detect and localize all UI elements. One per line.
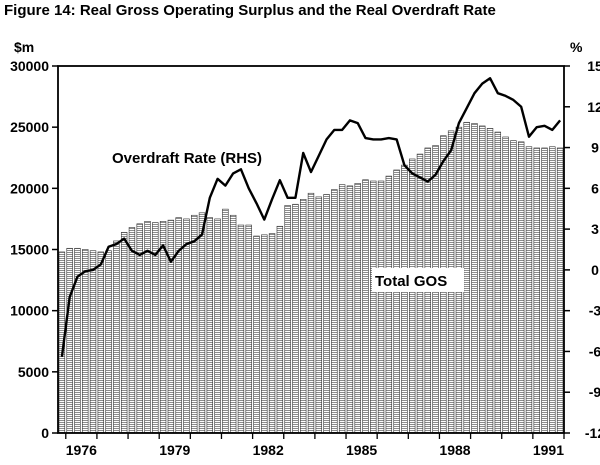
x-tick-label: 1985	[346, 442, 377, 458]
gos-bar	[393, 169, 400, 434]
left-tick-label: 10000	[10, 303, 49, 319]
gos-bar	[385, 175, 393, 434]
left-tick-label: 20000	[10, 180, 49, 196]
gos-bar	[120, 232, 128, 434]
gos-bar	[253, 235, 260, 434]
gos-bar	[229, 214, 237, 434]
gos-bar	[409, 158, 416, 434]
gos-label-backdrop	[372, 268, 464, 292]
gos-bar	[338, 184, 346, 434]
total-gos-annotation: Total GOS	[375, 273, 447, 290]
gos-bar	[261, 234, 268, 434]
gos-bar	[416, 153, 424, 434]
gos-bar	[471, 123, 478, 434]
right-tick-label: 3	[591, 221, 599, 237]
gos-bar	[97, 251, 104, 434]
gos-bar	[362, 179, 369, 434]
gos-bar	[105, 250, 112, 434]
gos-bar	[245, 224, 252, 434]
gos-bar	[292, 203, 299, 434]
axis-ticks	[52, 65, 570, 439]
left-tick-label: 30000	[10, 58, 49, 74]
right-tick-label: 9	[591, 140, 599, 156]
gos-bar	[463, 121, 470, 434]
gos-bar	[159, 221, 167, 434]
right-tick-label: 0	[591, 262, 599, 278]
gos-bar	[549, 146, 556, 434]
gos-bar	[191, 214, 198, 434]
overdraft-rate-annotation: Overdraft Rate (RHS)	[112, 150, 262, 167]
left-tick-label: 15000	[10, 242, 49, 258]
gos-bar	[510, 140, 517, 434]
plot-frame	[57, 65, 565, 434]
x-tick-label: 1976	[66, 442, 97, 458]
gos-bar	[198, 212, 206, 434]
gos-bar	[323, 194, 330, 434]
left-tick-label: 0	[41, 425, 49, 441]
right-tick-label: 12	[587, 99, 600, 115]
gos-bar	[206, 217, 213, 434]
gos-bar	[66, 247, 73, 434]
gos-bar	[183, 218, 190, 434]
gos-bar	[128, 227, 136, 434]
gos-bar	[113, 240, 120, 434]
x-tick-label: 1988	[439, 442, 470, 458]
axis-labels: 0 5000 10000 15000 20000 25000 30000 -12 -9 -6 -3 0…	[10, 58, 600, 458]
gos-bar	[222, 208, 229, 434]
gos-bar	[502, 136, 509, 434]
gos-bar	[268, 233, 276, 434]
gos-bar	[494, 131, 502, 434]
gos-bar	[401, 164, 408, 434]
left-tick-label: 5000	[18, 364, 49, 380]
x-tick-label: 1979	[159, 442, 190, 458]
gos-bar	[370, 180, 377, 434]
gos-bar	[517, 141, 525, 434]
right-tick-label: 15	[587, 58, 600, 74]
right-tick-label: -12	[585, 425, 600, 441]
gos-bar	[300, 199, 307, 434]
gos-bar	[556, 147, 564, 434]
x-tick-label: 1982	[253, 442, 284, 458]
x-tick-label: 1991	[533, 442, 564, 458]
gos-bar	[214, 218, 221, 434]
gos-bar	[479, 125, 486, 434]
right-tick-label: -3	[589, 303, 600, 319]
gos-bar	[354, 183, 361, 434]
gos-bar	[346, 185, 354, 434]
gos-bar	[377, 180, 385, 434]
gos-bar	[307, 192, 315, 434]
chart-title: Figure 14: Real Gross Operating Surplus …	[4, 2, 496, 19]
right-tick-label: -6	[589, 343, 600, 359]
gos-bar	[525, 146, 533, 434]
gos-bar	[533, 147, 540, 434]
left-axis-unit: $m	[14, 39, 34, 55]
right-axis-unit: %	[570, 39, 583, 55]
gos-bar	[89, 250, 97, 434]
gos-bar	[541, 147, 548, 434]
gos-bar	[331, 189, 338, 434]
gos-bar	[486, 128, 494, 434]
overdraft-rate-line	[60, 77, 562, 358]
gos-bar	[237, 224, 245, 434]
gos-bar	[276, 225, 284, 434]
gos-bar	[82, 249, 89, 434]
gos-bar	[167, 219, 175, 434]
right-tick-label: -9	[589, 384, 600, 400]
gos-bar	[315, 196, 322, 434]
right-tick-label: 6	[591, 180, 599, 196]
left-tick-label: 25000	[10, 119, 49, 135]
gos-bar	[284, 205, 291, 434]
